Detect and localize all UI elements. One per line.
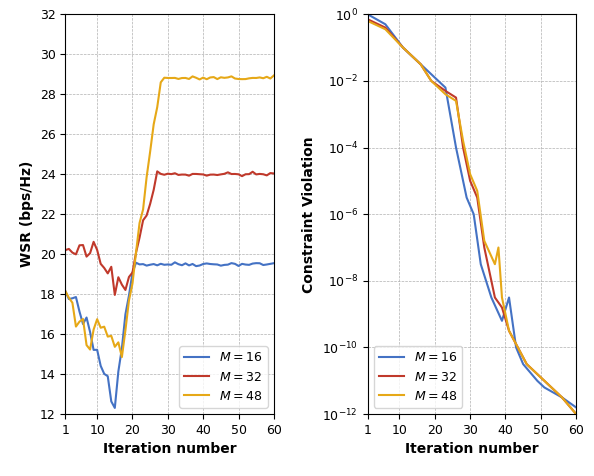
$M = 32$ — [132, 250, 140, 256]
$M = 48$ — [125, 298, 132, 303]
$M = 32$ — [111, 292, 118, 298]
$M = 48$ — [132, 249, 140, 255]
$M = 32$ — [136, 235, 143, 240]
$M = 48$ — [118, 354, 125, 360]
Line: $M = 16$: $M = 16$ — [65, 262, 274, 408]
$M = 16$ — [62, 288, 69, 294]
$M = 16$ — [435, 78, 442, 84]
$M = 16$ — [364, 11, 371, 17]
$M = 32$ — [62, 247, 69, 253]
$M = 32$ — [200, 171, 207, 177]
Line: $M = 48$: $M = 48$ — [368, 21, 576, 414]
$M = 48$ — [196, 77, 203, 82]
$M = 16$ — [431, 75, 438, 80]
$M = 48$ — [417, 61, 424, 67]
X-axis label: Iteration number: Iteration number — [405, 442, 539, 456]
$M = 48$ — [573, 411, 580, 417]
$M = 16$ — [200, 261, 207, 267]
$M = 48$ — [270, 73, 277, 79]
$M = 16$ — [118, 346, 125, 351]
X-axis label: Iteration number: Iteration number — [103, 442, 236, 456]
$M = 48$ — [435, 85, 442, 90]
$M = 16$ — [171, 259, 178, 265]
$M = 48$ — [424, 72, 431, 78]
Legend: $M = 16$, $M = 32$, $M = 48$: $M = 16$, $M = 32$, $M = 48$ — [179, 347, 267, 408]
Line: $M = 32$: $M = 32$ — [65, 171, 274, 295]
$M = 48$ — [431, 81, 438, 87]
$M = 16$ — [136, 261, 143, 267]
Line: $M = 16$: $M = 16$ — [368, 14, 576, 407]
$M = 16$ — [573, 405, 580, 410]
$M = 48$ — [62, 288, 69, 294]
$M = 32$ — [435, 83, 442, 89]
$M = 16$ — [399, 45, 406, 50]
$M = 32$ — [431, 80, 438, 86]
$M = 32$ — [97, 261, 104, 267]
$M = 48$ — [136, 220, 143, 226]
$M = 32$ — [495, 300, 502, 306]
$M = 48$ — [115, 339, 122, 345]
$M = 16$ — [417, 61, 424, 67]
$M = 16$ — [424, 68, 431, 74]
$M = 32$ — [417, 61, 424, 67]
$M = 32$ — [424, 72, 431, 78]
$M = 32$ — [118, 282, 125, 288]
$M = 16$ — [111, 405, 118, 411]
Y-axis label: Constraint Violation: Constraint Violation — [302, 136, 317, 293]
$M = 16$ — [97, 363, 104, 369]
$M = 48$ — [399, 45, 406, 50]
$M = 48$ — [364, 18, 371, 24]
$M = 16$ — [495, 310, 502, 316]
$M = 16$ — [270, 260, 277, 266]
$M = 16$ — [125, 293, 132, 298]
$M = 32$ — [125, 274, 132, 280]
$M = 32$ — [573, 411, 580, 417]
$M = 48$ — [495, 245, 502, 250]
Line: $M = 32$: $M = 32$ — [368, 20, 576, 414]
Line: $M = 48$: $M = 48$ — [65, 76, 274, 357]
$M = 32$ — [399, 45, 406, 50]
Legend: $M = 16$, $M = 32$, $M = 48$: $M = 16$, $M = 32$, $M = 48$ — [374, 347, 462, 408]
$M = 32$ — [154, 169, 161, 174]
$M = 32$ — [270, 170, 277, 176]
$M = 48$ — [97, 325, 104, 331]
$M = 16$ — [132, 260, 140, 266]
$M = 32$ — [364, 17, 371, 22]
Y-axis label: WSR (bps/Hz): WSR (bps/Hz) — [20, 161, 34, 268]
